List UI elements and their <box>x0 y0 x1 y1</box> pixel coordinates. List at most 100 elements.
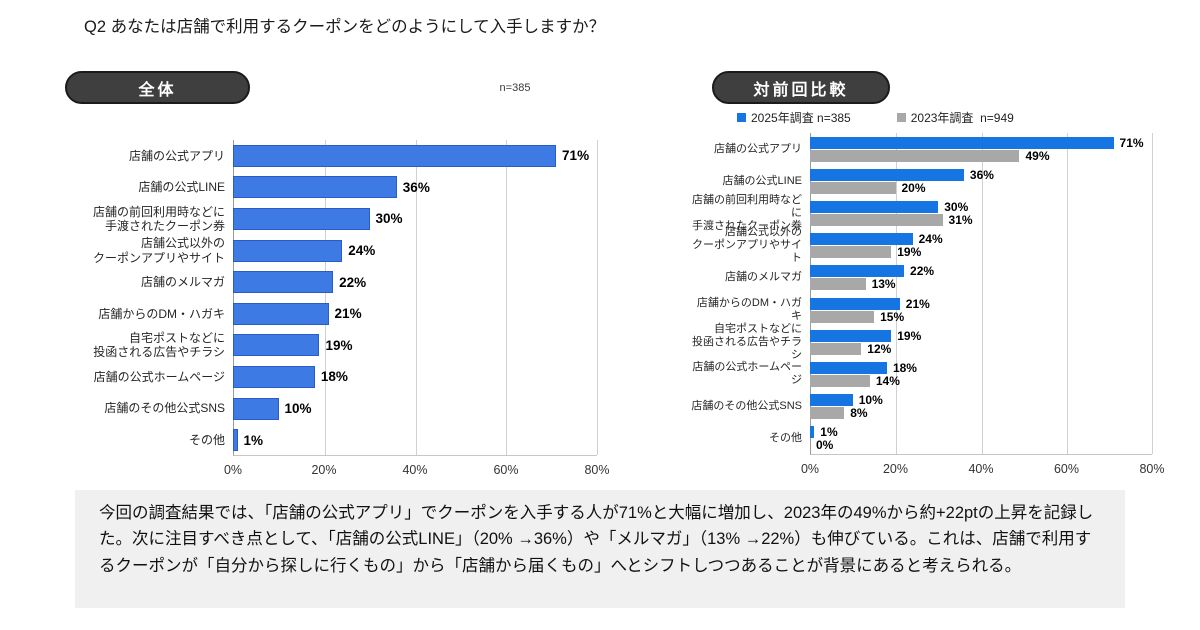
bar-line: 13% <box>810 277 896 292</box>
bars-area: 21% <box>233 298 597 330</box>
chart-row: 店舗からのDM・ハガキ 21% <box>85 298 597 330</box>
category-label: その他 <box>188 432 225 447</box>
bar <box>233 271 334 294</box>
value-label: 30% <box>375 211 403 227</box>
bars-area: 30% 31% <box>810 197 1152 229</box>
bar <box>233 239 343 262</box>
legend-swatch-icon <box>896 113 906 122</box>
gridline <box>597 140 598 455</box>
category-label: 店舗の前回利用時などに 手渡されたクーポン券 <box>692 193 802 233</box>
gridline <box>896 133 898 454</box>
bar <box>810 265 905 278</box>
value-label: 10% <box>284 401 312 417</box>
bar <box>810 149 1020 162</box>
value-label: 49% <box>1025 148 1050 163</box>
chart-row: 店舗のメルマガ 22% <box>85 266 597 298</box>
category-label: 店舗のメルマガ <box>140 274 225 289</box>
bar-line: 1% <box>810 425 838 440</box>
value-label: 13% <box>871 277 896 292</box>
bar-line: 18% <box>810 361 917 375</box>
bar-line: 15% <box>810 310 904 324</box>
bar <box>810 297 900 310</box>
category-label: 店舗のその他公式SNS <box>104 401 225 416</box>
bar <box>810 213 943 226</box>
value-label: 71% <box>1119 135 1144 150</box>
chart-row: 店舗の公式LINE 36% 20% <box>688 165 1152 197</box>
gridline <box>981 133 983 454</box>
bar-line: 1% <box>233 429 264 452</box>
value-label: 24% <box>918 232 943 247</box>
legend-swatch-icon <box>737 113 746 122</box>
x-axis-tick: 60% <box>1053 462 1080 476</box>
category-label: 店舗の公式ホームページ <box>692 361 802 387</box>
value-label: 22% <box>339 274 367 290</box>
chart-row: 店舗の公式アプリ 71% <box>85 140 597 172</box>
value-label: 1% <box>820 425 838 440</box>
bar <box>233 176 397 199</box>
category-label: 店舗の公式LINE <box>138 180 225 195</box>
bar <box>810 394 853 407</box>
bars-area: 36% <box>233 172 597 204</box>
value-label: 19% <box>325 337 353 353</box>
chart-row: 店舗の公式LINE 36% <box>85 172 597 204</box>
bar <box>810 374 870 387</box>
value-label: 10% <box>858 393 883 408</box>
bar-line: 31% <box>810 212 973 227</box>
value-label: 31% <box>948 212 973 227</box>
bar <box>233 334 320 357</box>
comparison-badge: 対前回比較 <box>712 71 890 104</box>
bars-area: 18% <box>233 361 597 393</box>
category-label: 店舗公式以外の クーポンアプリやサイト <box>92 236 225 265</box>
bar <box>810 426 815 439</box>
bars-area: 19% 12% <box>810 326 1152 358</box>
value-label: 8% <box>850 406 868 421</box>
bar <box>233 144 557 167</box>
summary-text: 今回の調査結果では、「店舗の公式アプリ」でクーポンを入手する人が71%と大幅に増… <box>75 490 1125 608</box>
bars-area: 30% <box>233 203 597 235</box>
bars-area: 24% 19% <box>810 230 1152 262</box>
gridline <box>506 140 508 455</box>
comparison-legend: 2025年調査 n=385 2023年調査 n=949 <box>737 109 1014 126</box>
bars-area: 22% <box>233 266 597 298</box>
x-axis-tick: 0% <box>223 463 243 477</box>
category-label: 店舗のその他公式SNS <box>691 400 802 413</box>
x-axis-tick: 80% <box>1139 462 1165 476</box>
bar <box>233 365 315 388</box>
bars-area: 19% <box>233 330 597 362</box>
bar <box>810 246 892 259</box>
bar-line: 30% <box>233 207 403 230</box>
value-label: 1% <box>243 432 264 448</box>
value-label: 12% <box>867 341 892 356</box>
overall-bar-chart: 店舗の公式アプリ 71% 店舗の公式LINE 36% 店舗の前回利用時などに 手渡された… <box>85 140 610 485</box>
chart-row: 店舗の公式ホームページ 18% <box>85 361 597 393</box>
bar-line: 22% <box>810 264 934 278</box>
value-label: 21% <box>905 296 930 311</box>
value-label: 20% <box>901 180 926 195</box>
category-label: 店舗の公式LINE <box>722 174 802 187</box>
bars-area: 10% <box>233 393 597 425</box>
bar <box>233 302 329 325</box>
category-label: 店舗からのDM・ハガキ <box>696 296 802 323</box>
chart-row: 店舗のメルマガ 22% 13% <box>688 262 1152 294</box>
gridline <box>324 140 326 455</box>
chart-row: 自宅ポストなどに 投函される広告やチラシ 19% 12% <box>688 323 1152 361</box>
bar-line: 21% <box>810 296 930 311</box>
value-label: 0% <box>816 438 834 453</box>
bar-line: 10% <box>810 393 883 408</box>
bars-area: 71% <box>233 140 597 172</box>
legend-label: 2025年調査 n=385 <box>751 111 851 125</box>
gridline <box>1152 133 1153 454</box>
category-label: 店舗の前回利用時などに 手渡されたクーポン券 <box>92 204 225 233</box>
category-label: 自宅ポストなどに 投函される広告やチラシ <box>93 331 225 360</box>
category-label: 店舗公式以外の クーポンアプリやサイト <box>692 225 802 265</box>
bar-line: 71% <box>810 135 1144 150</box>
x-axis-tick: 20% <box>882 462 909 476</box>
bar-line: 30% <box>810 200 968 214</box>
bars-area: 36% 20% <box>810 165 1152 197</box>
chart-row: 店舗の公式ホームページ 18% 14% <box>688 358 1152 390</box>
value-label: 24% <box>348 243 376 259</box>
bar <box>810 233 913 246</box>
bars-area: 1% 0% <box>810 423 1152 455</box>
page-title: Q2 あなたは店舗で利用するクーポンをどのようにして入手しますか？ <box>84 18 606 36</box>
x-axis-tick: 40% <box>968 462 994 476</box>
